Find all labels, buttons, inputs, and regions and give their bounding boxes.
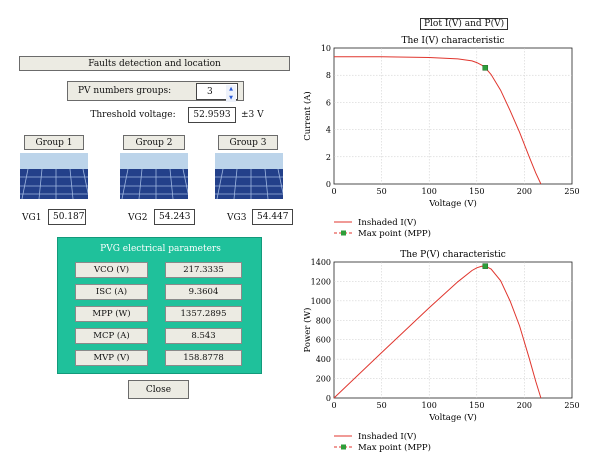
vg2-label: VG2	[128, 213, 148, 223]
param-value-mcp: 8.543	[165, 328, 242, 344]
iv-legend-mpp-swatch	[341, 230, 346, 236]
spin-up-icon[interactable]: ▲	[226, 85, 236, 94]
iv-ylabel: Current (A)	[302, 91, 313, 141]
pv-xtick-label: 200	[517, 401, 532, 410]
close-button-label: Close	[145, 384, 172, 395]
threshold-label: Threshold voltage:	[90, 110, 176, 120]
pv-xtick-label: 0	[331, 401, 336, 410]
pv-xtick-label: 250	[564, 401, 579, 410]
vg1-field: 50.187	[48, 209, 86, 225]
pv-xtick-label: 100	[422, 401, 437, 410]
iv-plot-area	[333, 47, 573, 185]
solar-panel-image-1	[20, 153, 88, 199]
vg2-field: 54.243	[154, 209, 195, 225]
close-button[interactable]: Close	[128, 380, 189, 399]
iv-mpp-marker	[482, 65, 489, 71]
iv-xlabel: Voltage (V)	[428, 198, 477, 209]
pv-ytick-label: 400	[316, 355, 331, 364]
group-1-title: Group 1	[35, 137, 73, 148]
pv-ytick-label: 1400	[311, 258, 331, 267]
pv-mpp-marker	[482, 263, 489, 269]
iv-xtick-label: 250	[564, 187, 579, 196]
pv-plot-area	[333, 261, 573, 399]
pv-xtick-label: 50	[377, 401, 387, 410]
solar-panel-image-2	[120, 153, 188, 199]
group-3-button[interactable]: Group 3	[218, 135, 278, 150]
param-value-isc: 9.3604	[165, 284, 242, 300]
vg3-field: 54.447	[252, 209, 293, 225]
iv-xtick-label: 200	[517, 187, 532, 196]
pv-ylabel: Power (W)	[302, 308, 313, 353]
app-title: Faults detection and location	[88, 58, 221, 69]
iv-xtick-label: 100	[422, 187, 437, 196]
pv-ytick-label: 0	[326, 394, 331, 403]
title-banner: Faults detection and location	[19, 56, 290, 71]
pv-title: The P(V) characteristic	[400, 249, 506, 260]
vg3-label: VG3	[227, 213, 247, 223]
group-2-button[interactable]: Group 2	[123, 135, 185, 150]
solar-panel-image-3	[215, 153, 283, 199]
pv-ytick-label: 800	[316, 316, 331, 325]
param-value-vco: 217.3335	[165, 262, 242, 278]
vg3-value: 54.447	[257, 212, 289, 222]
param-label-mcp: MCP (A)	[75, 328, 148, 344]
pv-ytick-label: 1000	[311, 297, 331, 306]
param-label-mpp: MPP (W)	[75, 306, 148, 322]
iv-chart: The I(V) characteristic 0 50 100 150 200 250 0 2…	[302, 35, 580, 239]
iv-ytick-label: 0	[326, 180, 331, 189]
iv-legend-label-2: Max point (MPP)	[358, 228, 431, 239]
pv-ytick-label: 600	[316, 336, 331, 345]
pv-chart: The P(V) characteristic 0 50 100 150 200 250 0 2…	[302, 249, 580, 453]
param-label-mvp: MVP (V)	[75, 350, 148, 366]
group-1-button[interactable]: Group 1	[24, 135, 84, 150]
pv-xtick-label: 150	[469, 401, 484, 410]
param-label-vco: VCO (V)	[75, 262, 148, 278]
iv-title: The I(V) characteristic	[401, 35, 504, 46]
iv-ytick-label: 10	[321, 44, 331, 53]
iv-ytick-label: 8	[326, 71, 331, 80]
threshold-tolerance: ±3 V	[241, 110, 264, 120]
iv-xtick-label: 50	[377, 187, 387, 196]
iv-xtick-label: 150	[469, 187, 484, 196]
vg1-value: 50.187	[53, 212, 85, 222]
spin-down-icon[interactable]: ▼	[226, 93, 236, 102]
pvg-parameters-title: PVG electrical parameters	[100, 244, 221, 254]
pv-legend-label-1: Inshaded I(V)	[358, 431, 416, 442]
vg1-label: VG1	[22, 213, 42, 223]
pv-ytick-label: 1200	[311, 277, 331, 286]
iv-legend-label-1: Inshaded I(V)	[358, 217, 416, 228]
threshold-value-field[interactable]: 52.9593	[188, 107, 236, 123]
pv-groups-spinner[interactable]: 3 ▲ ▼	[196, 83, 238, 102]
iv-ytick-label: 4	[326, 126, 331, 135]
param-label-isc: ISC (A)	[75, 284, 148, 300]
pvg-parameters-panel: PVG electrical parameters VCO (V) 217.33…	[57, 237, 262, 374]
pv-legend-mpp-swatch	[341, 444, 346, 450]
pv-ytick-label: 200	[316, 375, 331, 384]
pv-groups-label: PV numbers groups:	[78, 86, 172, 96]
threshold-value: 52.9593	[193, 110, 231, 120]
vg2-value: 54.243	[159, 212, 191, 222]
iv-ytick-label: 6	[326, 98, 331, 107]
pv-groups-value: 3	[207, 86, 213, 97]
param-value-mpp: 1357.2895	[165, 306, 242, 322]
param-value-mvp: 158.8778	[165, 350, 242, 366]
group-3-title: Group 3	[229, 137, 267, 148]
group-2-title: Group 2	[135, 137, 173, 148]
pv-groups-panel: PV numbers groups: 3 ▲ ▼	[67, 81, 244, 102]
pv-xlabel: Voltage (V)	[428, 412, 477, 423]
iv-xtick-label: 0	[331, 187, 336, 196]
plot-header: Plot I(V) and P(V)	[420, 18, 509, 30]
pv-legend-label-2: Max point (MPP)	[358, 442, 431, 453]
iv-ytick-label: 2	[326, 153, 331, 162]
